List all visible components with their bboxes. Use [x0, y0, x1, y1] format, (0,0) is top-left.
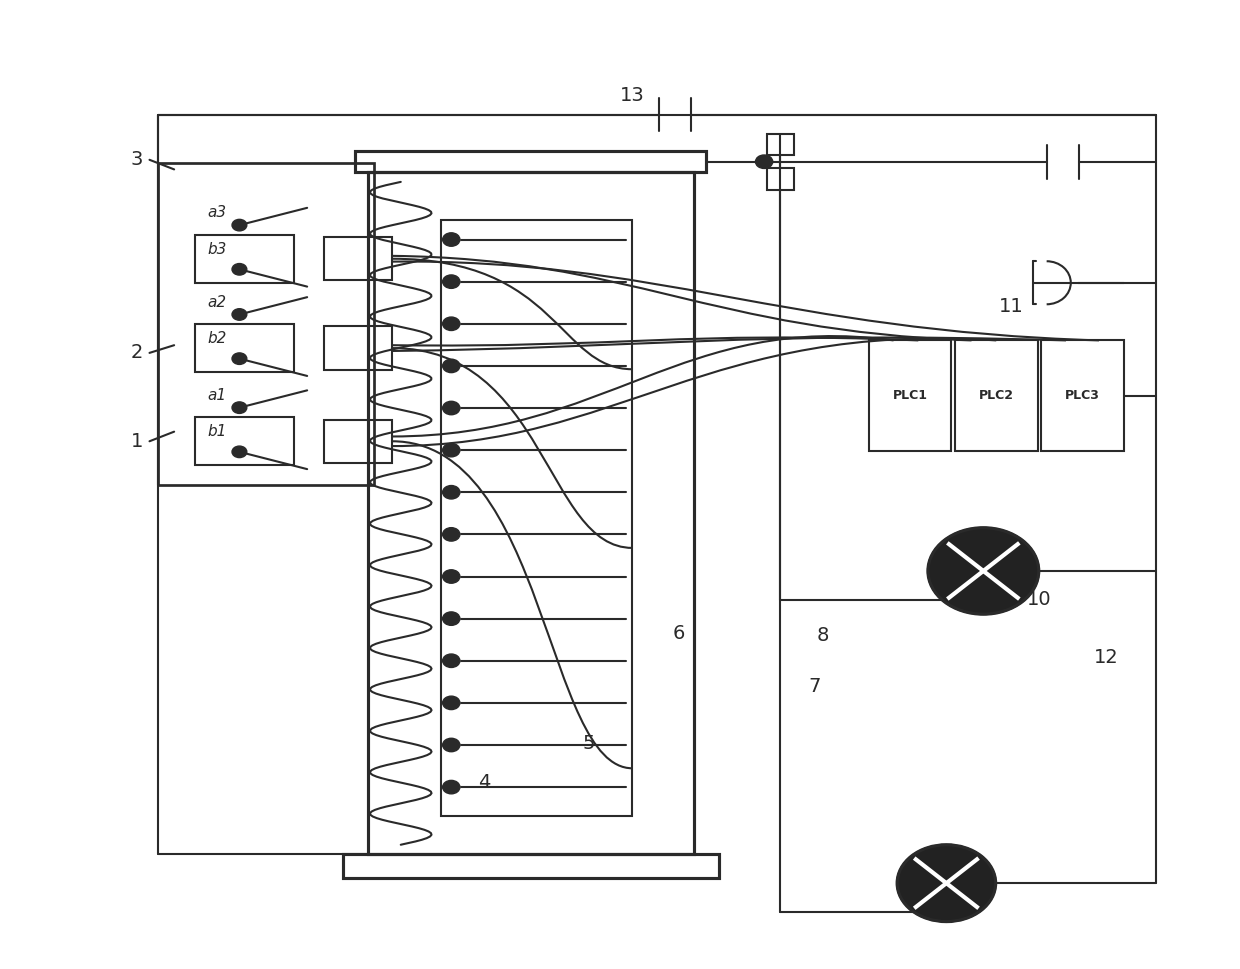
- Circle shape: [755, 155, 773, 169]
- Text: 1: 1: [131, 432, 144, 451]
- Text: 5: 5: [583, 735, 595, 753]
- Bar: [1042, 340, 1123, 451]
- Circle shape: [443, 275, 460, 289]
- Bar: [195, 418, 294, 465]
- Circle shape: [928, 528, 1039, 614]
- Text: a2: a2: [207, 295, 227, 310]
- Text: PLC1: PLC1: [893, 390, 928, 402]
- Circle shape: [443, 401, 460, 415]
- Text: 12: 12: [1094, 648, 1118, 667]
- Text: 13: 13: [620, 86, 645, 105]
- Circle shape: [443, 780, 460, 794]
- Text: b1: b1: [207, 424, 227, 439]
- Bar: [869, 340, 951, 451]
- Text: 2: 2: [131, 343, 144, 362]
- Circle shape: [232, 264, 247, 275]
- Text: 4: 4: [479, 773, 491, 792]
- Circle shape: [232, 309, 247, 320]
- Circle shape: [443, 738, 460, 752]
- Bar: [325, 237, 392, 280]
- Circle shape: [443, 570, 460, 583]
- Text: PLC2: PLC2: [978, 390, 1014, 402]
- Circle shape: [232, 446, 247, 457]
- Bar: [343, 855, 718, 878]
- Circle shape: [232, 219, 247, 231]
- Bar: [355, 151, 707, 172]
- Bar: [195, 324, 294, 372]
- Circle shape: [443, 485, 460, 499]
- Text: b3: b3: [207, 241, 227, 257]
- Text: 3: 3: [131, 150, 144, 170]
- Bar: [766, 169, 794, 190]
- Circle shape: [897, 845, 996, 922]
- Bar: [195, 234, 294, 283]
- Text: 6: 6: [673, 624, 686, 642]
- Circle shape: [443, 444, 460, 456]
- Text: 7: 7: [808, 676, 821, 696]
- Circle shape: [443, 233, 460, 246]
- Bar: [955, 340, 1038, 451]
- Circle shape: [443, 359, 460, 373]
- Bar: [325, 420, 392, 463]
- Circle shape: [443, 528, 460, 541]
- Circle shape: [232, 402, 247, 414]
- Text: 9: 9: [909, 887, 921, 905]
- Bar: [766, 134, 794, 155]
- Bar: [441, 220, 632, 816]
- Text: 11: 11: [999, 297, 1024, 316]
- Text: a1: a1: [207, 388, 227, 403]
- Text: b2: b2: [207, 331, 227, 346]
- Text: PLC3: PLC3: [1065, 390, 1100, 402]
- Text: 10: 10: [1027, 590, 1052, 610]
- Circle shape: [443, 317, 460, 330]
- Circle shape: [443, 611, 460, 625]
- Circle shape: [443, 654, 460, 668]
- Circle shape: [443, 696, 460, 709]
- Bar: [159, 163, 373, 484]
- Text: a3: a3: [207, 205, 227, 220]
- Text: 8: 8: [817, 626, 830, 644]
- Bar: [325, 327, 392, 370]
- Circle shape: [232, 353, 247, 364]
- Bar: [367, 172, 694, 855]
